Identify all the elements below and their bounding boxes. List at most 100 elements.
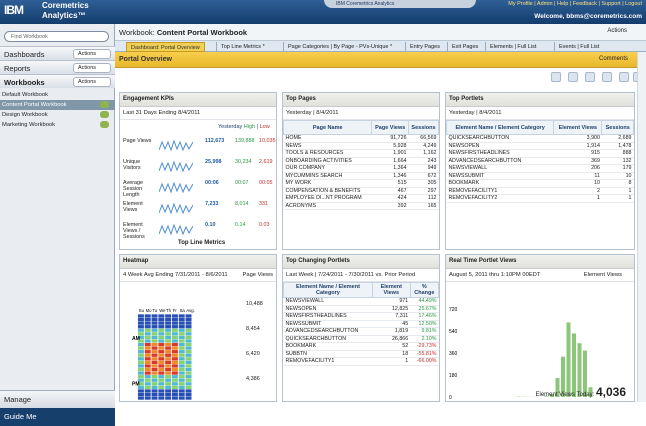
heatmap-cell[interactable] xyxy=(158,364,164,367)
heatmap-cell[interactable] xyxy=(179,364,185,367)
heatmap-cell[interactable] xyxy=(179,379,185,382)
list-item[interactable]: Design Workbook xyxy=(0,110,115,120)
heatmap-cell[interactable] xyxy=(152,396,158,399)
heatmap-cell[interactable] xyxy=(186,318,192,321)
heatmap-cell[interactable] xyxy=(158,318,164,321)
tab-elements-full-list[interactable]: Elements | Full List xyxy=(485,42,540,52)
heatmap-cell[interactable] xyxy=(152,382,158,385)
heatmap-cell[interactable] xyxy=(179,325,185,328)
heatmap-cell[interactable] xyxy=(158,325,164,328)
list-item[interactable]: Default Workbook xyxy=(0,90,115,100)
heatmap-cell[interactable] xyxy=(152,379,158,382)
heatmap-cell[interactable] xyxy=(145,314,151,317)
search-input[interactable]: Find Workbook xyxy=(4,31,109,42)
browser-tab[interactable]: IBM Coremetrics Analytics xyxy=(324,0,476,8)
heatmap-cell[interactable] xyxy=(158,357,164,360)
heatmap-cell[interactable] xyxy=(152,386,158,389)
heatmap-cell[interactable] xyxy=(152,350,158,353)
list-item[interactable]: Content Portal Workbook xyxy=(0,100,115,110)
heatmap-cell[interactable] xyxy=(165,379,171,382)
heatmap-cell[interactable] xyxy=(165,382,171,385)
heatmap-cell[interactable] xyxy=(186,379,192,382)
actions-button[interactable]: Actions xyxy=(73,77,111,87)
heatmap-cell[interactable] xyxy=(152,346,158,349)
heatmap-cell[interactable] xyxy=(158,386,164,389)
heatmap-cell[interactable] xyxy=(172,336,178,339)
heatmap-cell[interactable] xyxy=(152,339,158,342)
heatmap-cell[interactable] xyxy=(152,329,158,332)
heatmap-cell[interactable] xyxy=(158,396,164,399)
heatmap-cell[interactable] xyxy=(165,325,171,328)
heatmap-cell[interactable] xyxy=(186,371,192,374)
tab-top-line-metrics[interactable]: Top Line Metrics * xyxy=(216,42,269,52)
heatmap-cell[interactable] xyxy=(145,329,151,332)
heatmap-cell[interactable] xyxy=(138,346,144,349)
heatmap-cell[interactable] xyxy=(152,357,158,360)
heatmap-cell[interactable] xyxy=(138,357,144,360)
heatmap-cell[interactable] xyxy=(138,329,144,332)
heatmap-cell[interactable] xyxy=(158,339,164,342)
heatmap-cell[interactable] xyxy=(172,361,178,364)
heatmap-cell[interactable] xyxy=(138,396,144,399)
heatmap-cell[interactable] xyxy=(138,371,144,374)
heatmap-cell[interactable] xyxy=(165,346,171,349)
heatmap-cell[interactable] xyxy=(145,371,151,374)
heatmap-cell[interactable] xyxy=(158,350,164,353)
heatmap-cell[interactable] xyxy=(138,343,144,346)
heatmap-cell[interactable] xyxy=(172,350,178,353)
heatmap-cell[interactable] xyxy=(186,361,192,364)
heatmap-cell[interactable] xyxy=(172,386,178,389)
heatmap-cell[interactable] xyxy=(165,386,171,389)
heatmap-cell[interactable] xyxy=(152,354,158,357)
heatmap-cell[interactable] xyxy=(186,346,192,349)
tab-dashboard-portal-overview[interactable]: Dashboard: Portal Overview xyxy=(126,42,205,52)
heatmap-cell[interactable] xyxy=(186,354,192,357)
heatmap-cell[interactable] xyxy=(172,375,178,378)
export-icon[interactable] xyxy=(585,72,595,82)
heatmap-cell[interactable] xyxy=(145,339,151,342)
heatmap-cell[interactable] xyxy=(179,314,185,317)
heatmap-cell[interactable] xyxy=(179,329,185,332)
heatmap-cell[interactable] xyxy=(158,379,164,382)
heatmap-cell[interactable] xyxy=(138,364,144,367)
heatmap-cell[interactable] xyxy=(179,357,185,360)
heatmap-cell[interactable] xyxy=(186,396,192,399)
heatmap-cell[interactable] xyxy=(179,354,185,357)
download-icon[interactable] xyxy=(602,72,612,82)
heatmap-cell[interactable] xyxy=(158,346,164,349)
actions-button[interactable]: Actions xyxy=(73,49,111,59)
heatmap-cell[interactable] xyxy=(186,386,192,389)
heatmap-cell[interactable] xyxy=(152,321,158,324)
heatmap-cell[interactable] xyxy=(172,343,178,346)
heatmap-cell[interactable] xyxy=(186,314,192,317)
heatmap-cell[interactable] xyxy=(179,339,185,342)
heatmap-cell[interactable] xyxy=(165,336,171,339)
heatmap-cell[interactable] xyxy=(138,332,144,335)
heatmap-cell[interactable] xyxy=(138,361,144,364)
settings-icon[interactable] xyxy=(568,72,578,82)
heatmap-cell[interactable] xyxy=(172,382,178,385)
heatmap-cell[interactable] xyxy=(145,364,151,367)
heatmap-cell[interactable] xyxy=(179,361,185,364)
heatmap-cell[interactable] xyxy=(165,389,171,392)
heatmap-cell[interactable] xyxy=(186,332,192,335)
heatmap-cell[interactable] xyxy=(186,375,192,378)
heatmap-cell[interactable] xyxy=(165,350,171,353)
heatmap-cell[interactable] xyxy=(145,375,151,378)
heatmap-cell[interactable] xyxy=(172,396,178,399)
heatmap-cell[interactable] xyxy=(138,354,144,357)
vertical-scrollbar[interactable] xyxy=(637,52,646,402)
heatmap-cell[interactable] xyxy=(172,368,178,371)
heatmap-cell[interactable] xyxy=(172,389,178,392)
